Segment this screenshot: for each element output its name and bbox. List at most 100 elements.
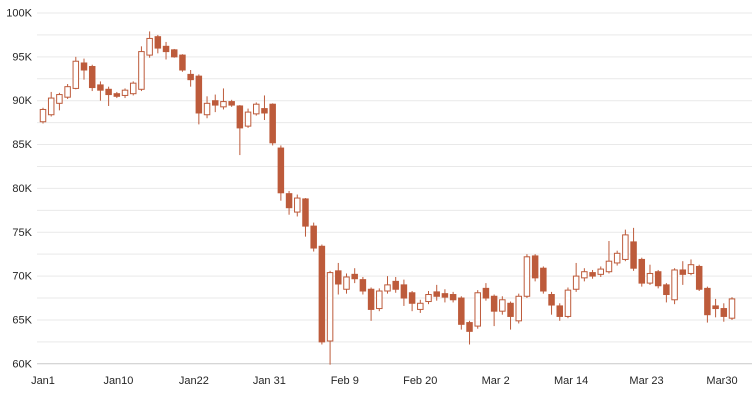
candle-body-down <box>704 287 711 316</box>
candle-body-up <box>47 97 55 116</box>
candle-body-up <box>39 108 47 123</box>
candle-body-down <box>179 54 186 71</box>
candle-body-up <box>687 264 695 274</box>
candle-body-down <box>212 100 219 106</box>
candle-body-up <box>728 298 736 319</box>
candle-body-down <box>663 284 670 296</box>
candle-body-down <box>277 147 285 194</box>
x-axis-tick-label: Jan1 <box>31 375 55 387</box>
candle-body-down <box>310 225 317 249</box>
candle-body-down <box>556 305 563 317</box>
candle-body-up <box>384 284 391 292</box>
candle-body-down <box>441 293 449 298</box>
candle-body-down <box>269 103 276 144</box>
candle-body-up <box>425 294 432 303</box>
candle-body-down <box>392 280 399 290</box>
candle-body-up <box>376 290 383 310</box>
candle-body-up <box>129 82 137 95</box>
candle-body-up <box>244 111 252 127</box>
candle-body-up <box>417 302 424 310</box>
y-axis-tick-label: 75K <box>12 227 32 239</box>
y-axis-tick-label: 100K <box>6 8 32 20</box>
candle-body-up <box>572 275 580 290</box>
candle-body-up <box>343 276 350 290</box>
candle-body-down <box>113 93 121 97</box>
candle-body-down <box>195 75 203 114</box>
candle-body-up <box>671 269 678 301</box>
candle-body-down <box>548 294 555 306</box>
candle-body-down <box>408 292 416 304</box>
candle-body-down <box>490 295 498 312</box>
candle-body-up <box>220 101 227 108</box>
candle-body-down <box>105 88 112 96</box>
candle-body-down <box>302 198 309 227</box>
candle-body-down <box>433 291 440 297</box>
y-axis-tick-label: 65K <box>12 314 32 326</box>
candle-body-down <box>236 105 244 129</box>
candle-body-up <box>523 256 531 297</box>
candle-body-down <box>97 84 104 91</box>
candle-body-down <box>80 62 88 71</box>
candle-body-down <box>162 45 170 53</box>
y-axis-tick-label: 70K <box>12 271 32 283</box>
candle-body-up <box>203 102 211 116</box>
candle-body-up <box>646 272 654 284</box>
candle-body-up <box>72 60 80 89</box>
candle-body-up <box>138 51 145 90</box>
candle-body-up <box>622 234 629 260</box>
candle-body-down <box>531 255 539 279</box>
candle-body-down <box>154 36 162 49</box>
candle-body-down <box>712 305 719 310</box>
x-axis-tick-label: Mar 14 <box>554 375 588 387</box>
candle-body-down <box>679 269 687 275</box>
x-axis-tick-label: Jan 31 <box>253 375 286 387</box>
y-axis-tick-label: 85K <box>12 139 32 151</box>
candle-body-down <box>482 287 490 299</box>
x-axis-tick-label: Mar 2 <box>482 375 510 387</box>
candle-body-down <box>720 308 728 317</box>
y-axis-tick-label: 90K <box>12 95 32 107</box>
candle-body-down <box>170 49 178 58</box>
candle-body-up <box>564 289 572 317</box>
candle-body-down <box>285 193 293 209</box>
candle-body-down <box>261 108 268 114</box>
candle-body-down <box>449 294 457 301</box>
candle-body-down <box>367 288 375 310</box>
candle-body-down <box>318 245 326 343</box>
candle-body-up <box>121 89 129 96</box>
candle-body-up <box>499 299 506 312</box>
candle-body-down <box>630 241 637 269</box>
x-axis-tick-label: Jan22 <box>179 375 209 387</box>
candle-body-up <box>294 197 301 213</box>
x-axis-tick-label: Feb 20 <box>403 375 437 387</box>
candle-body-down <box>228 101 235 106</box>
candle-body-down <box>400 284 408 299</box>
candle-body-up <box>605 260 613 273</box>
candle-body-up <box>581 271 588 279</box>
candle-body-up <box>64 86 71 98</box>
candle-body-up <box>56 94 63 104</box>
y-axis-tick-label: 95K <box>12 51 32 63</box>
candle-body-up <box>515 295 522 322</box>
candle-body-up <box>146 37 153 56</box>
x-axis-tick-label: Mar30 <box>706 375 737 387</box>
candle-body-up <box>613 252 621 264</box>
candle-body-up <box>474 292 481 327</box>
candle-body-up <box>326 272 334 342</box>
x-axis-tick-label: Jan10 <box>103 375 133 387</box>
candle-body-down <box>359 279 367 292</box>
x-axis-tick-label: Feb 9 <box>331 375 359 387</box>
candle-body-down <box>458 297 465 325</box>
candle-body-down <box>507 302 514 317</box>
candle-body-down <box>589 272 596 277</box>
candle-body-down <box>88 65 96 89</box>
candle-body-down <box>187 73 194 81</box>
candle-body-up <box>597 268 605 275</box>
candle-body-down <box>540 267 547 292</box>
candle-body-down <box>695 265 703 290</box>
candle-body-down <box>466 322 473 332</box>
y-axis-tick-label: 60K <box>12 358 32 370</box>
x-axis-tick-label: Mar 23 <box>629 375 663 387</box>
